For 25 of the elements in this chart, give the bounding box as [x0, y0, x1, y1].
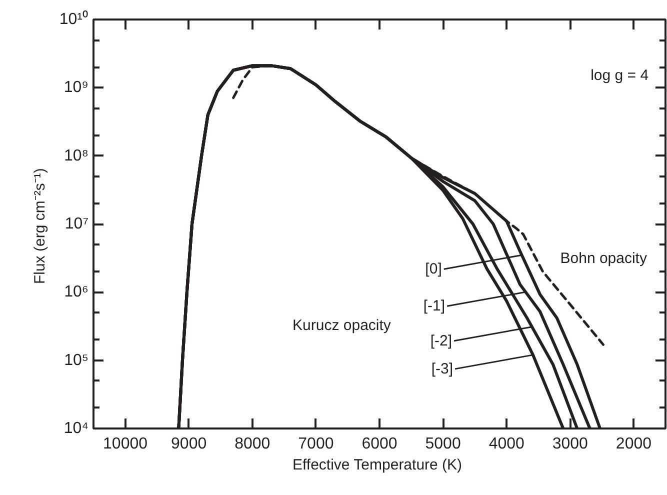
y-tick-label: 10⁹ [64, 79, 89, 96]
x-tick-label: 10000 [103, 436, 148, 452]
y-tick-label: 10¹⁰ [59, 10, 88, 28]
annotation: [-1] [423, 298, 446, 315]
x-tick-label: 7000 [298, 436, 334, 452]
y-tick-label: 10⁸ [64, 147, 88, 164]
x-tick-label: 2000 [616, 436, 652, 452]
x-tick-label: 9000 [171, 436, 207, 452]
annotation: Kurucz opacity [292, 316, 392, 334]
x-tick-label: 8000 [234, 436, 270, 452]
y-tick-label: 10⁵ [64, 352, 89, 369]
annotation: [-3] [431, 360, 453, 378]
x-tick-label: 3000 [552, 436, 588, 452]
x-axis-title: Effective Temperature (K) [292, 456, 462, 474]
y-tick-label: 10⁴ [64, 420, 89, 437]
annotation: [-2] [430, 332, 452, 350]
y-tick-label: 10⁶ [64, 284, 89, 301]
x-tick-label: 4000 [488, 436, 525, 452]
y-tick-label: 10⁷ [64, 216, 89, 232]
x-tick-label: 5000 [425, 436, 461, 452]
annotation: [0] [425, 260, 442, 278]
annotation: log g = 4 [590, 67, 649, 84]
annotation: Bohn opacity [560, 250, 648, 267]
y-axis-title: Flux (erg cm⁻²s⁻¹) [31, 168, 48, 284]
x-tick-label: 6000 [362, 436, 398, 452]
